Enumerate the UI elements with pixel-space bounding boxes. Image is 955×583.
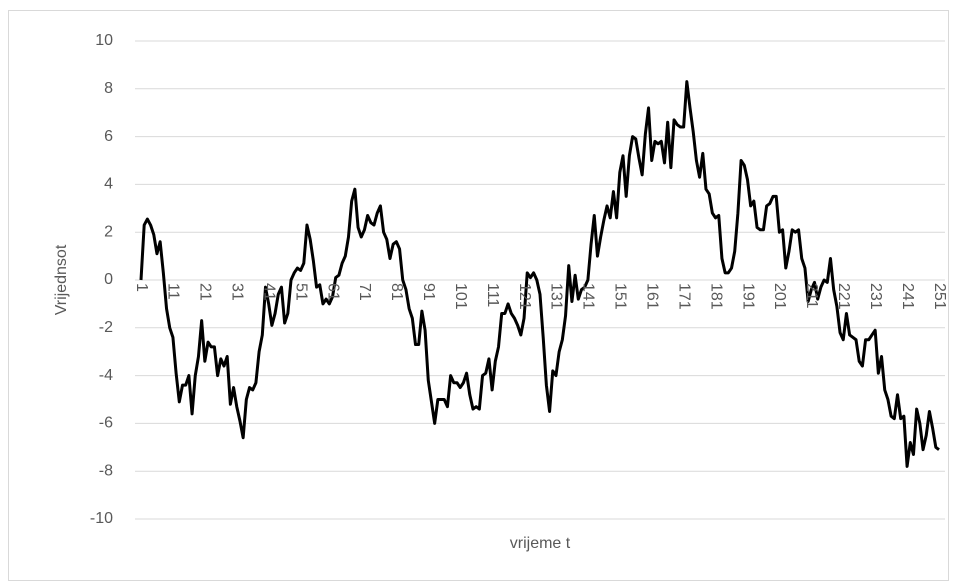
x-tick-label: 251 bbox=[931, 283, 948, 310]
y-tick-label: 4 bbox=[104, 176, 113, 193]
x-tick-label: 21 bbox=[197, 283, 214, 301]
data-line bbox=[139, 80, 940, 468]
x-tick-label: 191 bbox=[739, 283, 756, 310]
x-tick-label: 111 bbox=[484, 283, 501, 307]
x-tick-label: 101 bbox=[452, 283, 469, 310]
x-tick-label: 161 bbox=[643, 283, 660, 310]
x-tick-label: 141 bbox=[580, 283, 597, 310]
y-tick-label: -2 bbox=[99, 319, 113, 336]
y-tick-label: 0 bbox=[104, 271, 113, 288]
y-tick-label: 6 bbox=[104, 128, 113, 145]
x-tick-label: 241 bbox=[899, 283, 916, 310]
x-tick-label: 11 bbox=[165, 283, 182, 300]
x-tick-label: 221 bbox=[835, 283, 852, 310]
x-tick-label: 81 bbox=[388, 283, 405, 301]
x-tick-label: 31 bbox=[229, 283, 246, 301]
x-tick-label: 131 bbox=[548, 283, 565, 310]
x-tick-label: 71 bbox=[356, 283, 373, 301]
x-tick-label: 231 bbox=[867, 283, 884, 310]
x-tick-label: 1 bbox=[133, 283, 150, 292]
x-tick-label: 201 bbox=[771, 283, 788, 310]
y-tick-label: -8 bbox=[99, 462, 113, 479]
x-tick-label: 41 bbox=[260, 283, 277, 301]
y-tick-label: 10 bbox=[95, 32, 113, 49]
x-tick-label: 171 bbox=[675, 283, 692, 310]
x-axis-title: vrijeme t bbox=[510, 535, 571, 552]
y-tick-label: -10 bbox=[90, 510, 113, 527]
x-tick-label: 181 bbox=[707, 283, 724, 310]
y-tick-label: -4 bbox=[99, 367, 113, 384]
y-axis-title: Vrijednsot bbox=[53, 244, 70, 315]
x-tick-label: 151 bbox=[612, 283, 629, 310]
y-tick-label: -6 bbox=[99, 415, 113, 432]
x-tick-label: 51 bbox=[292, 283, 309, 301]
x-tick-label: 211 bbox=[803, 283, 820, 309]
y-tick-label: 8 bbox=[104, 80, 113, 97]
x-tick-label: 61 bbox=[324, 283, 341, 301]
x-tick-label: 121 bbox=[516, 283, 533, 310]
y-tick-label: 2 bbox=[104, 223, 113, 240]
x-tick-label: 91 bbox=[420, 283, 437, 301]
